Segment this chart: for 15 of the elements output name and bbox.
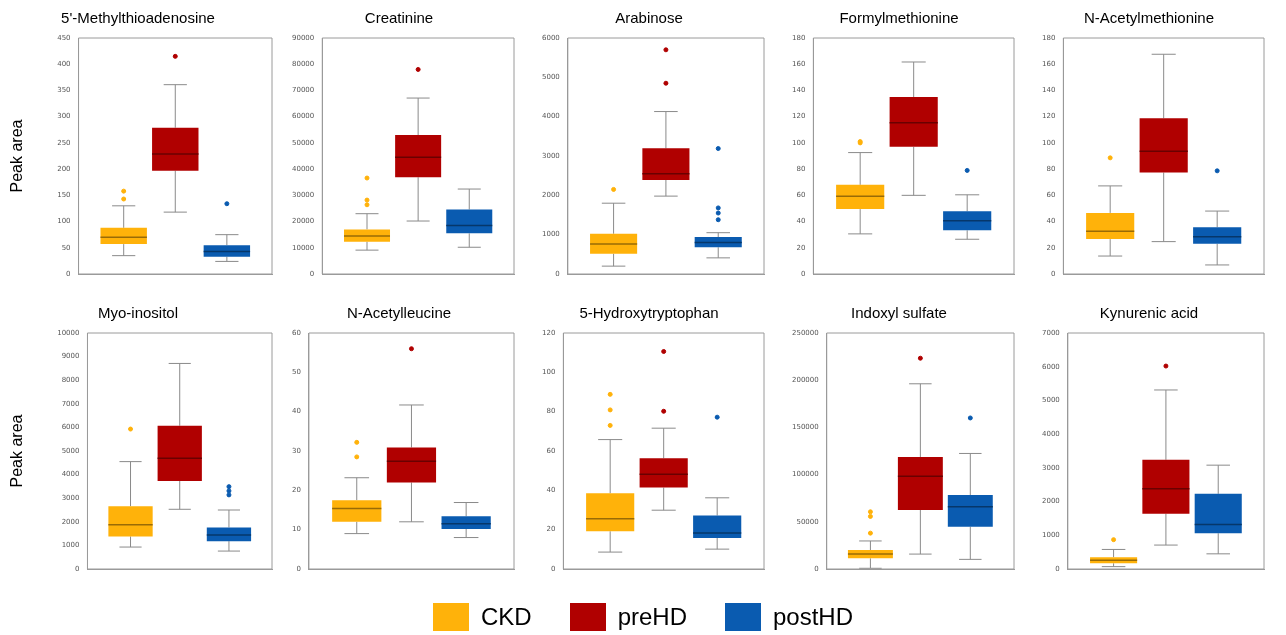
chart-title: Kynurenic acid xyxy=(1099,304,1199,322)
chart-title: Indoxyl sulfate xyxy=(851,304,947,322)
y-axis-title: Peak area xyxy=(8,414,26,488)
legend-label: CKD xyxy=(480,603,532,631)
chart-title: N-Acetylleucine xyxy=(346,304,452,322)
legend-label: preHD xyxy=(617,603,687,631)
chart-title: 5'-Methylthioadenosine xyxy=(61,9,215,27)
chart-title: Creatinine xyxy=(364,9,434,27)
chart-title: Arabinose xyxy=(615,9,683,27)
y-axis-title: Peak area xyxy=(8,119,26,193)
chart-title: Myo-inositol xyxy=(97,304,179,322)
chart-title: 5-Hydroxytryptophan xyxy=(579,304,719,322)
legend-label: postHD xyxy=(773,603,854,631)
chart-title: N-Acetylmethionine xyxy=(1083,9,1215,27)
chart-title: Formylmethionine xyxy=(839,9,959,27)
